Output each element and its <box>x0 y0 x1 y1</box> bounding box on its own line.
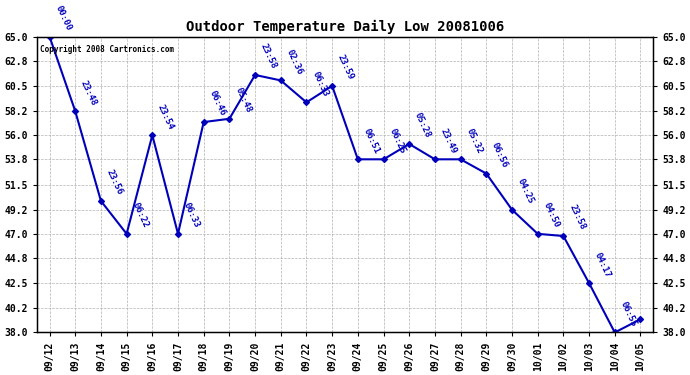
Text: 06:46: 06:46 <box>208 90 227 118</box>
Text: 06:33: 06:33 <box>310 70 330 98</box>
Text: 05:28: 05:28 <box>413 111 433 140</box>
Text: Copyright 2008 Cartronics.com: Copyright 2008 Cartronics.com <box>40 45 174 54</box>
Text: 00:00: 00:00 <box>53 4 73 32</box>
Text: 06:33: 06:33 <box>182 201 201 229</box>
Text: 23:56: 23:56 <box>105 168 124 196</box>
Text: 04:50: 04:50 <box>542 201 561 229</box>
Text: 06:51: 06:51 <box>362 127 381 155</box>
Text: 05:32: 05:32 <box>464 127 484 155</box>
Text: 23:48: 23:48 <box>79 79 99 107</box>
Text: 04:17: 04:17 <box>593 251 613 279</box>
Text: 23:59: 23:59 <box>336 53 355 81</box>
Text: 02:36: 02:36 <box>284 48 304 76</box>
Text: 23:49: 23:49 <box>439 127 458 155</box>
Text: 04:25: 04:25 <box>516 177 535 206</box>
Text: 05:48: 05:48 <box>233 86 253 114</box>
Text: 06:22: 06:22 <box>130 201 150 229</box>
Text: 23:54: 23:54 <box>156 103 176 131</box>
Text: 23:58: 23:58 <box>259 42 279 70</box>
Text: 06:56: 06:56 <box>490 141 510 169</box>
Text: 23:58: 23:58 <box>567 204 586 232</box>
Title: Outdoor Temperature Daily Low 20081006: Outdoor Temperature Daily Low 20081006 <box>186 20 504 34</box>
Text: 06:25: 06:25 <box>387 127 407 155</box>
Text: 06:55: 06:55 <box>619 300 638 328</box>
